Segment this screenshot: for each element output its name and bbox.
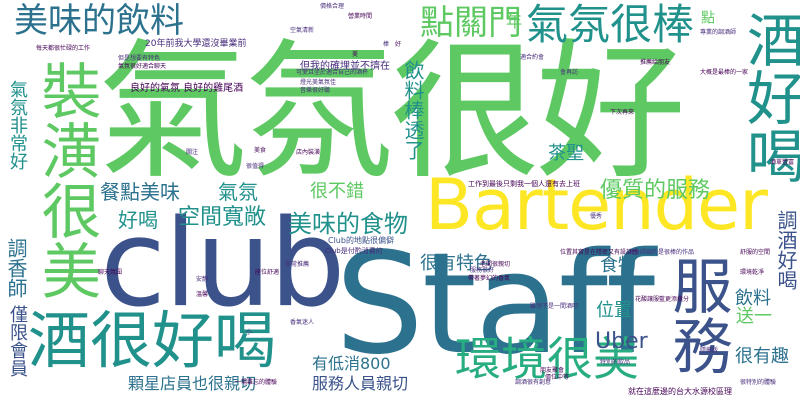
phrase-a12: 適合約會 [520,54,545,61]
phrase-liaotian: 聊天氛圍 [98,269,123,276]
word-jiu-haohe: 酒好喝 [737,10,800,184]
phrase-a17: 價位中等 [545,374,570,381]
phrase-wangcuo: 但我的確埋並不擠在 [300,61,390,72]
word-yinliao: 飲料 [735,288,771,309]
phrase-pinyin: 位置其實是在隱密又有設計感 [560,249,639,256]
word-uber: Uber [595,329,648,354]
phrase-meimi: 美食 [254,147,267,154]
phrase-yichang: 一場難忘的體驗 [235,379,278,386]
phrase-hao: 好 [395,41,402,48]
word-canmeiwei: 餐點美味 [100,180,180,204]
word-fuwu-renyuan: 服務人員親切 [312,374,409,393]
phrase-jiage: 價格合理 [320,3,345,10]
phrase-lianghao: 良好的氣氛 良好的雞尾酒 [130,83,244,94]
phrase-a8: 很值得 [246,163,265,170]
word-staff: Staff [335,223,655,386]
phrase-a16: 會再訪 [560,69,579,76]
phrase-dagai: 大概是最棒的一家 [700,69,749,76]
word-dian: 點 [699,10,715,24]
word-dian-guanmen: 點關門 [420,3,522,43]
word-meiwei-shiwu: 美味的食物 [288,210,408,238]
word-tiaoxiangshi: 調香師 [4,238,28,298]
word-club: club [100,195,346,334]
word-hen-bucuo: 很不錯 [310,181,364,202]
phrase-a4: 音樂很好聽 [300,87,331,94]
word-keli-dianyuan: 顆星店員也很親切 [128,374,257,393]
phrase-club-song: Club的地點很偏僻 [328,236,394,245]
phrase-xiao: 小 [246,329,253,336]
phrase-club2: Club是付酌消費的 [325,247,383,255]
phrase-a9: 老闆很親切 [480,261,511,268]
phrase-a3: 氣氛很好適合聊天 [118,63,167,70]
word-qifen: 氣氛 [218,180,258,204]
phrase-anjing: 安靜 [196,276,209,283]
phrase-zhuanye: 專業的調酒師 [700,29,737,36]
word-huanjing-henmei: 環境很美 [455,332,639,386]
phrase-feichang: 非常推薦 [285,261,310,268]
phrase-chengduo: 工作到最後只剩我一個人還有去上班 [468,180,580,188]
phrase-a19: 環境乾淨 [740,269,765,276]
phrase-shufu: 舒服的空間 [740,249,771,256]
phrase-bang: 棒 [383,41,390,48]
phrase-keai: 可愛且坐於適合自己的酒杯 [296,69,369,76]
phrase-a14: 隱藏版 [700,347,719,354]
phrase-yingyang: 營業時間 [348,13,373,20]
word-jiu-henhaohe: 酒很好喝 [28,304,277,377]
word-youzhi-fuwu: 優質的服務 [600,178,711,203]
word-bartender: Bartender [425,164,768,246]
phrase-kongqi: 空氣清新 [290,27,315,34]
phrase-xiaci: 下次再來 [610,109,635,116]
phrase-mei: 美 [352,51,359,58]
word-haohe: 好喝 [118,208,158,232]
phrase-dajiangren: 就在這麼邊的台大水源校區理 [628,387,732,396]
word-nian: 年 [506,12,523,31]
phrase-a11: 座位舒適 [255,269,280,276]
phrase-a13: 朋友聚會 [540,367,565,374]
phrase-tiaoxiang: 調香師調的是很棒的作品 [628,249,695,256]
phrase-youxiu: 優秀 [590,213,603,220]
word-shiwu: 食物 [600,255,636,276]
phrase-wenxin: 溫馨 [196,291,209,298]
word-you-dixiao: 有低消800 [312,354,391,373]
phrase-a15: 酒單豐富 [770,159,795,166]
word-tiaojiu: 調酒好喝 [774,210,798,290]
phrase-a18: 服務很好 [470,267,495,274]
phrase-a1: 每天都很忙碌的工作 [36,45,91,52]
word-kongjian-kuanchang: 空間寬敞 [178,205,267,230]
phrase-a10: 調酒很有創意 [515,379,552,386]
word-meiwei-yinliao: 美味的飲料 [14,1,184,41]
word-qifen-henbang: 氣氛很棒 [526,0,695,49]
word-qifen-henhao: 氣氛很好 [98,26,686,200]
phrase-a2: 但是想要有特色 [118,55,161,62]
phrase-hua: 花酸讓服藍更添幾分 [635,296,690,303]
word-zhuangheng-henmei: 裝潢很美 [31,60,101,300]
phrase-guanzhu: 關注 [186,149,199,156]
word-yinliao-bang: 飲料棒透了 [401,60,425,160]
word-henyou-tese: 很有特色 [420,253,492,274]
word-qifen-feichang: 氣氛非常好 [7,80,28,170]
word-xian-huiyuan: 僅限會員 [7,305,28,377]
word-fuwu: 服務 [662,255,732,375]
phrase-a7: 店內裝潢 [296,149,321,156]
word-chasheng: 茶聖 [548,143,584,164]
phrase-suiran: 雖然不是一間酒吧 [530,303,579,310]
phrase-a6: 燈光美氣氛佳 [300,79,337,86]
phrase-tebie: 特別的飲品 [600,359,631,366]
phrase-a5: 推薦給朋友 [640,59,671,66]
phrase-20years: 20年前我大學還沒畢業前 [145,39,247,49]
word-weizhi: 位置 [596,300,632,321]
word-henyouqu: 很有趣 [735,346,789,367]
phrase-xinxian: 帶著夢幻的香氣 [468,275,511,282]
phrase-xiangqi: 香氣迷人 [290,319,315,326]
phrase-a20: 很特別的體驗 [740,379,777,386]
word-songyi: 送一 [736,306,772,327]
